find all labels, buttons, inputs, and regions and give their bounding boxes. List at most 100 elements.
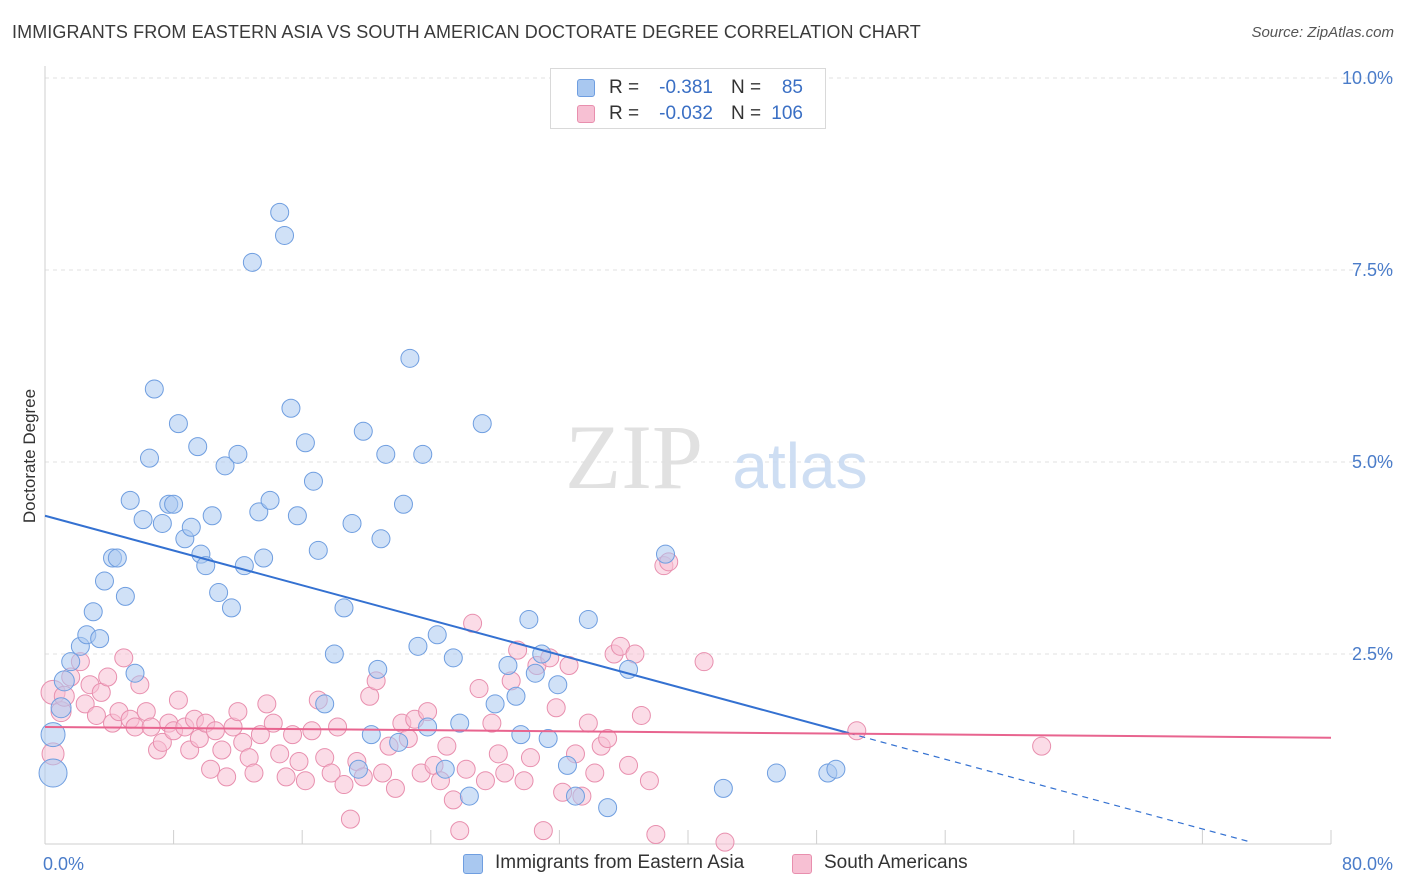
data-point [450, 713, 470, 733]
data-point [321, 763, 341, 783]
data-point [585, 763, 605, 783]
data-point [619, 755, 639, 775]
data-point [713, 778, 733, 798]
legend-n-label: N = [731, 77, 762, 98]
data-point [221, 598, 241, 618]
data-point [485, 694, 505, 714]
data-point [361, 725, 381, 745]
legend-row-pink: R = -0.032 N = 106 [551, 101, 825, 127]
data-point [40, 722, 66, 748]
data-point [315, 694, 335, 714]
data-point [519, 609, 539, 629]
legend-r-value: -0.381 [659, 77, 713, 98]
data-point [389, 732, 409, 752]
legend-n-value: 85 [781, 77, 803, 98]
data-point [83, 602, 103, 622]
data-point [168, 690, 188, 710]
legend-r-label: R = [609, 77, 640, 98]
data-point [482, 713, 502, 733]
data-point [435, 759, 455, 779]
data-point [202, 506, 222, 526]
data-point [275, 225, 295, 245]
data-point [308, 540, 328, 560]
data-point [209, 583, 229, 603]
series-south-americans [40, 552, 1052, 852]
axes [44, 66, 1332, 845]
data-point [61, 652, 81, 672]
data-point [342, 513, 362, 533]
data-point [598, 728, 618, 748]
data-point [98, 667, 118, 687]
data-point [376, 444, 396, 464]
data-point [514, 771, 534, 791]
data-point [373, 763, 393, 783]
data-point [86, 705, 106, 725]
legend-n-label: N = [731, 103, 762, 124]
watermark-atlas: atlas [732, 430, 867, 502]
chart-title: IMMIGRANTS FROM EASTERN ASIA VS SOUTH AM… [12, 22, 921, 42]
legend-n-value: 106 [771, 103, 803, 124]
data-point [181, 517, 201, 537]
data-point [205, 721, 225, 741]
y-tick-label: 10.0% [1342, 68, 1393, 88]
data-point [120, 490, 140, 510]
data-point [495, 763, 515, 783]
data-point [557, 755, 577, 775]
data-point [715, 832, 735, 852]
data-point [646, 824, 666, 844]
data-point [766, 763, 786, 783]
data-point [283, 725, 303, 745]
legend-label-south-americans: South Americans [824, 852, 968, 873]
data-point [287, 506, 307, 526]
correlation-legend: R = -0.381 N = 85 R = -0.032 N = 106 [550, 68, 826, 129]
data-point [281, 398, 301, 418]
data-point [639, 771, 659, 791]
y-tick-label: 5.0% [1352, 452, 1393, 472]
data-point [188, 437, 208, 457]
legend-swatch-pink [577, 105, 595, 123]
data-point [215, 456, 235, 476]
data-point [53, 670, 75, 692]
data-point [107, 548, 127, 568]
data-point [443, 648, 463, 668]
data-point [228, 702, 248, 722]
data-point [826, 759, 846, 779]
data-point [228, 444, 248, 464]
data-point [538, 728, 558, 748]
data-point [488, 744, 508, 764]
data-point [250, 725, 270, 745]
data-point [334, 775, 354, 795]
data-point [565, 786, 585, 806]
data-point [263, 713, 283, 733]
data-point [533, 821, 553, 841]
data-point [348, 759, 368, 779]
data-point [475, 771, 495, 791]
data-point [295, 771, 315, 791]
data-point [50, 697, 72, 719]
data-point [506, 686, 526, 706]
data-point [249, 502, 269, 522]
data-point [75, 694, 95, 714]
data-point [125, 663, 145, 683]
watermark-zip: ZIP [565, 406, 703, 508]
data-point [694, 652, 714, 672]
watermark: ZIP atlas [565, 406, 868, 508]
data-point [242, 252, 262, 272]
data-point [847, 721, 867, 741]
trend-line-eastern-asia [44, 514, 850, 735]
data-point [368, 659, 388, 679]
data-point [38, 758, 68, 788]
data-point [578, 713, 598, 733]
data-point [371, 529, 391, 549]
x-tick-label: 0.0% [43, 854, 84, 874]
data-point [217, 767, 237, 787]
data-point [270, 744, 290, 764]
y-tick-label: 7.5% [1352, 260, 1393, 280]
data-point [340, 809, 360, 829]
data-point [212, 740, 232, 760]
series-legend: Immigrants from Eastern Asia South Ameri… [0, 852, 1406, 878]
y-axis-label: Doctorate Degree [20, 389, 39, 523]
data-point [257, 694, 277, 714]
data-point [324, 644, 344, 664]
